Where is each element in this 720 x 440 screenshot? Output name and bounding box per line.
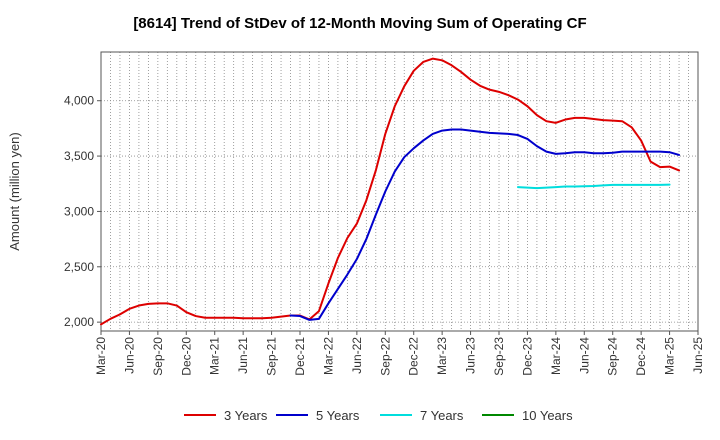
x-tick-label: Jun-25 xyxy=(691,337,705,374)
x-tick-label: Mar-21 xyxy=(208,337,222,375)
plot-frame xyxy=(100,51,699,332)
y-tick-label: 3,500 xyxy=(64,149,94,163)
y-tick-label: 4,000 xyxy=(64,94,94,108)
x-tick-label: Mar-23 xyxy=(435,337,449,375)
x-tick-label: Mar-24 xyxy=(549,337,563,375)
legend: 3 Years 5 Years 7 Years 10 Years xyxy=(184,408,573,423)
x-tick-label: Mar-25 xyxy=(663,337,677,375)
series-lines xyxy=(100,57,681,326)
x-tick-label: Dec-20 xyxy=(179,337,193,376)
x-tick-label: Dec-21 xyxy=(293,337,307,376)
chart-title: [8614] Trend of StDev of 12-Month Moving… xyxy=(133,15,586,32)
y-axis-title: Amount (million yen) xyxy=(7,132,22,251)
x-tick-label: Mar-22 xyxy=(321,337,335,375)
series-line-7-years xyxy=(516,183,671,190)
x-tick-label: Jun-22 xyxy=(350,337,364,374)
legend-label: 3 Years xyxy=(224,408,268,423)
legend-label: 5 Years xyxy=(316,408,360,423)
x-axis: Mar-20 Jun-20 Sep-20 Dec-20 Mar-21 Jun-21 Sep-… xyxy=(94,331,705,376)
grid xyxy=(101,52,698,331)
y-tick-label: 2,500 xyxy=(64,260,94,274)
x-tick-label: Sep-24 xyxy=(606,337,620,376)
x-tick-label: Sep-20 xyxy=(151,337,165,376)
x-tick-label: Jun-23 xyxy=(464,337,478,374)
x-tick-label: Dec-23 xyxy=(520,337,534,376)
x-tick-label: Sep-21 xyxy=(265,337,279,376)
x-tick-label: Dec-24 xyxy=(634,337,648,376)
y-axis: 2,000 2,500 3,000 3,500 4,000 xyxy=(64,94,101,329)
x-tick-label: Jun-21 xyxy=(236,337,250,374)
x-tick-label: Dec-22 xyxy=(407,337,421,376)
x-tick-label: Sep-22 xyxy=(378,337,392,376)
series-line-5-years xyxy=(289,128,681,321)
x-tick-label: Jun-20 xyxy=(122,337,136,374)
y-tick-label: 2,000 xyxy=(64,315,94,329)
legend-label: 7 Years xyxy=(420,408,464,423)
x-tick-label: Mar-20 xyxy=(94,337,108,375)
y-tick-label: 3,000 xyxy=(64,204,94,218)
series-line-3-years xyxy=(100,57,681,326)
x-tick-label: Sep-23 xyxy=(492,337,506,376)
x-tick-label: Jun-24 xyxy=(577,337,591,374)
legend-label: 10 Years xyxy=(522,408,573,423)
